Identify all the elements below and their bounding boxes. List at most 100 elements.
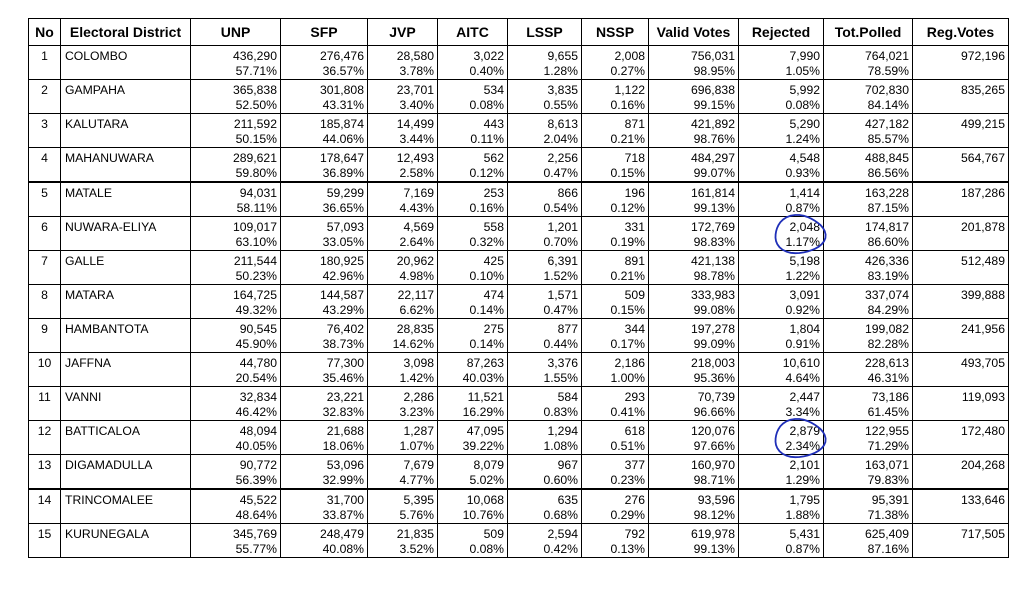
lssp-percent: 1.55%	[543, 371, 578, 385]
cell-nssp: 871 0.21%	[581, 113, 649, 148]
header-row: No Electoral District UNP SFP JVP AITC L…	[28, 18, 1009, 46]
nssp-percent: 0.27%	[610, 64, 645, 78]
nssp-percent: 0.15%	[610, 303, 645, 317]
lssp-percent: 0.70%	[543, 235, 578, 249]
cell-sfp: 57,093 33.05%	[280, 216, 368, 251]
cell-lssp: 6,391 1.52%	[507, 250, 582, 285]
jvp-percent: 14.62%	[392, 337, 434, 351]
unp-count: 44,780	[239, 356, 277, 370]
unp-count: 164,725	[232, 288, 277, 302]
cell-nssp: 2,008 0.27%	[581, 45, 649, 80]
cell-reg-votes: 241,956	[912, 318, 1009, 353]
reg-votes-count: 835,265	[960, 83, 1005, 97]
valid-votes-count: 756,031	[690, 49, 735, 63]
lssp-percent: 0.60%	[543, 473, 578, 487]
valid-votes-percent: 99.15%	[693, 98, 735, 112]
nssp-percent: 0.13%	[610, 542, 645, 556]
cell-jvp: 28,835 14.62%	[367, 318, 438, 353]
lssp-count: 2,594	[547, 527, 579, 541]
sfp-count: 178,647	[319, 151, 364, 165]
cell-nssp: 293 0.41%	[581, 386, 649, 421]
jvp-count: 7,169	[403, 186, 435, 200]
cell-reg-votes: 493,705	[912, 352, 1009, 387]
rejected-percent: 0.08%	[785, 98, 820, 112]
cell-lssp: 1,571 0.47%	[507, 284, 582, 319]
tot-polled-count: 337,074	[864, 288, 909, 302]
cell-district: DIGAMADULLA	[60, 454, 191, 490]
cell-rejected: 1,804 0.91%	[738, 318, 824, 353]
sfp-percent: 33.87%	[322, 508, 364, 522]
cell-unp: 109,017 63.10%	[190, 216, 281, 251]
sfp-count: 57,093	[326, 220, 364, 234]
rejected-count: 3,091	[789, 288, 821, 302]
cell-aitc: 425 0.10%	[437, 250, 508, 285]
tot-polled-percent: 71.38%	[867, 508, 909, 522]
cell-unp: 48,094 40.05%	[190, 420, 281, 455]
rejected-count: 1,804	[789, 322, 821, 336]
aitc-percent: 39.22%	[462, 439, 504, 453]
tot-polled-percent: 79.83%	[867, 473, 909, 487]
valid-votes-count: 93,596	[697, 493, 735, 507]
unp-count: 48,094	[239, 424, 277, 438]
cell-nssp: 276 0.29%	[581, 488, 649, 524]
lssp-percent: 0.68%	[543, 508, 578, 522]
aitc-percent: 0.40%	[469, 64, 504, 78]
header-tot-polled: Tot.Polled	[823, 18, 913, 46]
valid-votes-percent: 95.36%	[693, 371, 735, 385]
cell-no: 2	[28, 79, 61, 114]
cell-sfp: 59,299 36.65%	[280, 181, 368, 217]
unp-percent: 63.10%	[235, 235, 277, 249]
cell-jvp: 22,117 6.62%	[367, 284, 438, 319]
table-row: 5 MATALE 94,031 58.11% 59,299 36.65% 7,169 4.43…	[28, 181, 1009, 217]
cell-nssp: 377 0.23%	[581, 454, 649, 490]
aitc-count: 562	[483, 151, 504, 165]
district-name: COLOMBO	[65, 49, 128, 63]
cell-aitc: 253 0.16%	[437, 181, 508, 217]
rejected-count: 5,198	[789, 254, 821, 268]
tot-polled-count: 426,336	[864, 254, 909, 268]
table-row: 14 TRINCOMALEE 45,522 48.64% 31,700 33.87% 5,3…	[28, 488, 1009, 524]
lssp-count: 1,571	[547, 288, 579, 302]
district-name: KURUNEGALA	[65, 527, 149, 541]
table-row: 10 JAFFNA 44,780 20.54% 77,300 35.46% 3,098 1.4…	[28, 352, 1009, 387]
cell-lssp: 2,256 0.47%	[507, 147, 582, 183]
sfp-percent: 33.05%	[322, 235, 364, 249]
cell-rejected: 10,610 4.64%	[738, 352, 824, 387]
nssp-count: 2,186	[614, 356, 646, 370]
nssp-count: 792	[624, 527, 645, 541]
tot-polled-count: 174,817	[864, 220, 909, 234]
cell-nssp: 331 0.19%	[581, 216, 649, 251]
cell-unp: 289,621 59.80%	[190, 147, 281, 183]
valid-votes-count: 70,739	[697, 390, 735, 404]
cell-valid-votes: 160,970 98.71%	[648, 454, 739, 490]
cell-aitc: 87,263 40.03%	[437, 352, 508, 387]
sfp-count: 76,402	[326, 322, 364, 336]
cell-reg-votes: 133,646	[912, 488, 1009, 524]
cell-no: 15	[28, 523, 61, 558]
cell-valid-votes: 218,003 95.36%	[648, 352, 739, 387]
row-number: 3	[41, 117, 48, 131]
cell-rejected: 5,431 0.87%	[738, 523, 824, 558]
reg-votes-count: 717,505	[960, 527, 1005, 541]
tot-polled-percent: 61.45%	[867, 405, 909, 419]
jvp-percent: 4.77%	[399, 473, 434, 487]
nssp-percent: 0.17%	[610, 337, 645, 351]
cell-no: 7	[28, 250, 61, 285]
cell-sfp: 301,808 43.31%	[280, 79, 368, 114]
cell-nssp: 344 0.17%	[581, 318, 649, 353]
cell-district: COLOMBO	[60, 45, 191, 80]
header-jvp: JVP	[367, 18, 438, 46]
unp-percent: 45.90%	[235, 337, 277, 351]
valid-votes-percent: 98.76%	[693, 132, 735, 146]
unp-count: 94,031	[239, 186, 277, 200]
cell-sfp: 53,096 32.99%	[280, 454, 368, 490]
cell-aitc: 562 0.12%	[437, 147, 508, 183]
cell-nssp: 196 0.12%	[581, 181, 649, 217]
cell-reg-votes: 399,888	[912, 284, 1009, 319]
tot-polled-count: 625,409	[864, 527, 909, 541]
valid-votes-percent: 98.12%	[693, 508, 735, 522]
district-name: VANNI	[65, 390, 102, 404]
cell-aitc: 8,079 5.02%	[437, 454, 508, 490]
unp-percent: 46.42%	[235, 405, 277, 419]
cell-aitc: 509 0.08%	[437, 523, 508, 558]
